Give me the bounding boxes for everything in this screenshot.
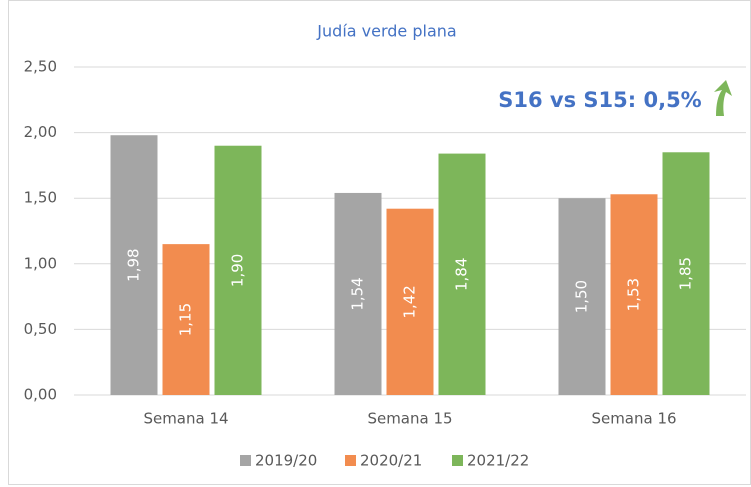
x-tick-label: Semana 14 <box>143 410 228 428</box>
data-label: 1,85 <box>677 257 695 290</box>
annotation: S16 vs S15: 0,5% <box>498 88 701 112</box>
data-label: 1,15 <box>177 303 195 336</box>
legend-swatch <box>240 455 251 466</box>
y-tick-label: 1,00 <box>24 254 57 272</box>
chart-title: Judía verde plana <box>316 22 456 41</box>
x-tick-label: Semana 15 <box>367 410 452 428</box>
data-label: 1,98 <box>125 248 143 281</box>
legend-label: 2020/21 <box>360 452 422 470</box>
data-label: 1,90 <box>229 254 247 287</box>
y-tick-label: 0,50 <box>24 320 57 338</box>
bar <box>110 135 158 395</box>
legend-label: 2021/22 <box>467 452 529 470</box>
legend-label: 2019/20 <box>255 452 317 470</box>
bar <box>214 145 262 395</box>
data-label: 1,50 <box>573 280 591 313</box>
y-tick-label: 1,50 <box>24 189 57 207</box>
bar <box>162 244 210 395</box>
bar <box>438 153 486 395</box>
y-tick-label: 2,50 <box>24 58 57 76</box>
arrow-icon <box>714 80 732 116</box>
y-tick-label: 2,00 <box>24 123 57 141</box>
data-label: 1,54 <box>349 277 367 310</box>
legend-swatch <box>452 455 463 466</box>
bar <box>662 152 710 395</box>
data-label: 1,53 <box>625 278 643 311</box>
bar <box>386 208 434 395</box>
data-label: 1,84 <box>453 258 471 291</box>
annotation-box <box>440 78 745 122</box>
legend-swatch <box>345 455 356 466</box>
y-tick-label: 0,00 <box>24 386 57 404</box>
x-tick-label: Semana 16 <box>591 410 676 428</box>
bar <box>610 194 658 395</box>
data-label: 1,42 <box>401 285 419 318</box>
bar <box>558 198 606 395</box>
bar <box>334 192 382 395</box>
